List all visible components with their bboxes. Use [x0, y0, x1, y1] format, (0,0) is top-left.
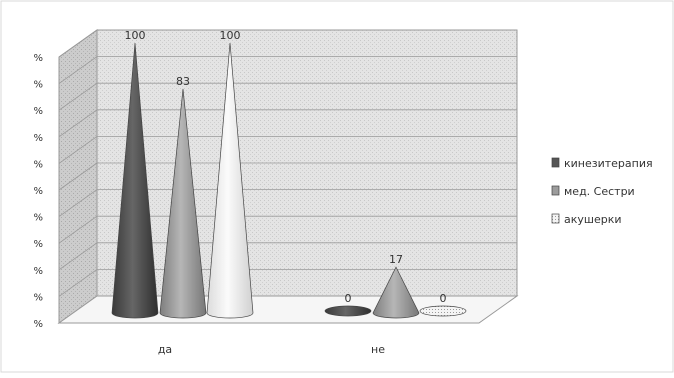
data-label: 100 [220, 29, 241, 42]
legend-swatch [551, 185, 560, 196]
legend-swatch [551, 157, 560, 168]
data-label: 0 [345, 292, 352, 305]
gridline-side [58, 136, 98, 164]
gridline-side [58, 162, 98, 191]
y-tick-label: % [33, 133, 43, 144]
gridline-side [58, 269, 98, 297]
y-tick-label: % [33, 106, 43, 117]
legend-swatch [551, 213, 560, 224]
y-axis-tick-labels: %%%%%%%%%%% [33, 53, 43, 330]
legend: кинезитерапия мед. Сестри акушерки [551, 157, 653, 226]
data-labels: 100 83 100 0 17 0 [125, 29, 447, 305]
cone-flat-кинезитерапия [324, 305, 372, 317]
legend-label: кинезитерапия [564, 157, 653, 170]
gridline-side [58, 242, 98, 271]
data-label: 83 [176, 75, 190, 88]
gridline-side [58, 189, 98, 217]
gridline-side [58, 109, 98, 138]
x-tick-label: не [371, 343, 385, 356]
x-tick-label: да [158, 343, 172, 356]
cone-flat-акушерки [419, 305, 467, 317]
gridline-side [58, 82, 98, 111]
legend-label: мед. Сестри [564, 185, 635, 198]
gridline-side [58, 29, 98, 58]
data-label: 0 [440, 292, 447, 305]
y-tick-label: % [33, 319, 43, 330]
y-tick-label: % [33, 213, 43, 224]
cone-marks [111, 42, 467, 319]
cone-мед. Сестри [159, 88, 207, 319]
y-tick-label: % [33, 292, 43, 303]
gridline-side [58, 56, 98, 84]
y-tick-label: % [33, 159, 43, 170]
cone-акушерки [206, 42, 254, 319]
y-tick-label: % [33, 186, 43, 197]
data-label: 100 [125, 29, 146, 42]
legend-label: акушерки [564, 213, 622, 226]
gridline-side [58, 215, 98, 244]
y-tick-label: % [33, 239, 43, 250]
cone-мед. Сестри [372, 266, 420, 319]
y-tick-label: % [33, 80, 43, 91]
y-tick-label: % [33, 266, 43, 277]
y-tick-label: % [33, 53, 43, 64]
data-label: 17 [389, 253, 403, 266]
x-axis-tick-labels: да не [158, 343, 385, 356]
cone-кинезитерапия [111, 42, 159, 319]
